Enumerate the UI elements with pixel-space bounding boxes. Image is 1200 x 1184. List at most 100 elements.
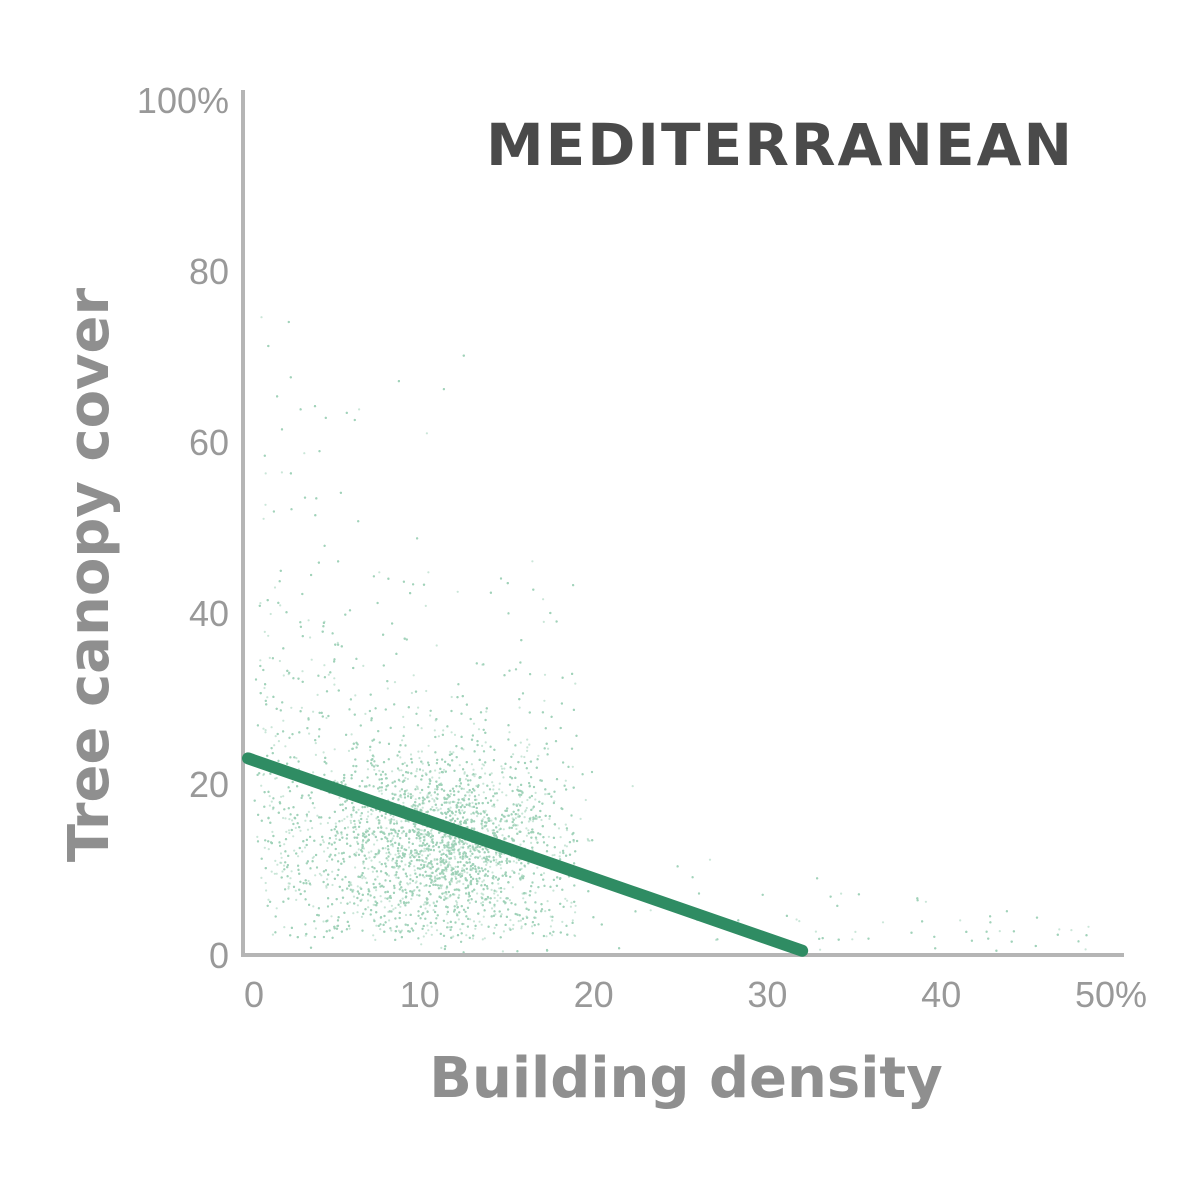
scatter-point <box>437 808 440 811</box>
scatter-point <box>424 907 427 910</box>
scatter-point <box>406 882 409 885</box>
scatter-point <box>346 815 349 818</box>
scatter-point <box>536 866 539 869</box>
scatter-point <box>498 887 501 890</box>
scatter-point <box>327 673 330 676</box>
scatter-point <box>411 794 414 797</box>
scatter-point <box>275 776 278 780</box>
scatter-point <box>457 805 460 808</box>
scatter-point <box>273 744 276 747</box>
scatter-point <box>348 927 351 930</box>
scatter-point <box>330 770 333 773</box>
scatter-point <box>420 829 423 832</box>
scatter-point <box>512 923 515 927</box>
scatter-point <box>356 904 359 907</box>
scatter-point <box>336 832 339 835</box>
scatter-point <box>461 872 464 876</box>
scatter-point <box>263 686 266 690</box>
scatter-point <box>407 792 410 795</box>
scatter-point <box>535 838 538 841</box>
scatter-point <box>433 859 436 862</box>
scatter-point <box>367 906 370 909</box>
scatter-point <box>425 932 428 935</box>
scatter-point <box>260 784 263 787</box>
scatter-point <box>307 810 310 814</box>
scatter-point <box>548 817 551 821</box>
scatter-point <box>479 855 482 858</box>
scatter-point <box>322 841 325 844</box>
scatter-point <box>492 788 495 791</box>
scatter-point <box>454 865 457 869</box>
scatter-point <box>429 714 432 717</box>
scatter-point <box>517 920 520 923</box>
scatter-point <box>446 921 449 925</box>
scatter-point <box>527 771 530 775</box>
scatter-point <box>262 772 266 776</box>
scatter-point <box>449 750 452 754</box>
scatter-point <box>446 897 449 900</box>
scatter-point <box>588 839 591 842</box>
scatter-point <box>354 694 357 697</box>
scatter-point <box>527 829 530 832</box>
scatter-point <box>333 683 336 686</box>
scatter-point <box>268 804 271 807</box>
scatter-point <box>528 743 531 746</box>
scatter-point <box>431 797 434 800</box>
scatter-point <box>523 816 526 819</box>
scatter-point <box>393 818 396 821</box>
scatter-point <box>571 919 574 922</box>
scatter-point <box>435 929 439 932</box>
scatter-point <box>559 851 562 854</box>
scatter-point <box>282 795 285 798</box>
scatter-point <box>495 864 498 867</box>
scatter-point <box>426 924 429 927</box>
scatter-point <box>384 847 387 850</box>
scatter-point <box>491 871 494 874</box>
scatter-point <box>428 853 432 856</box>
scatter-point <box>406 777 409 781</box>
scatter-point <box>498 788 501 791</box>
scatter-point <box>474 773 477 776</box>
scatter-point <box>325 716 328 720</box>
scatter-point <box>423 861 426 864</box>
scatter-point <box>424 604 427 608</box>
scatter-point <box>282 719 285 722</box>
scatter-point <box>271 933 274 936</box>
scatter-point <box>267 634 270 637</box>
scatter-point <box>459 928 462 931</box>
scatter-point <box>420 727 423 730</box>
scatter-point <box>472 768 475 771</box>
scatter-point <box>333 748 336 751</box>
scatter-point <box>412 674 415 677</box>
scatter-point <box>551 919 554 922</box>
scatter-point <box>392 815 395 818</box>
scatter-point <box>307 879 310 883</box>
scatter-point <box>566 899 569 902</box>
scatter-point <box>399 756 402 759</box>
scatter-point <box>443 895 446 898</box>
scatter-point <box>372 903 375 906</box>
scatter-point <box>402 726 406 729</box>
scatter-point <box>795 918 798 921</box>
scatter-point <box>375 889 378 892</box>
scatter-point <box>339 901 342 905</box>
scatter-point <box>464 856 467 859</box>
scatter-point <box>486 828 489 831</box>
scatter-point <box>355 828 358 831</box>
scatter-point <box>515 827 518 831</box>
scatter-point <box>460 846 463 849</box>
scatter-point <box>564 897 567 900</box>
scatter-point <box>483 816 486 819</box>
scatter-point <box>401 739 404 742</box>
scatter-point <box>557 827 561 830</box>
scatter-point <box>389 853 392 856</box>
scatter-point <box>490 772 493 775</box>
scatter-point <box>464 778 468 781</box>
scatter-point <box>433 877 437 880</box>
scatter-point <box>542 620 545 624</box>
scatter-point <box>316 814 319 817</box>
scatter-point <box>521 801 524 804</box>
scatter-point <box>357 819 360 822</box>
scatter-point <box>350 733 353 736</box>
scatter-point <box>259 602 262 605</box>
